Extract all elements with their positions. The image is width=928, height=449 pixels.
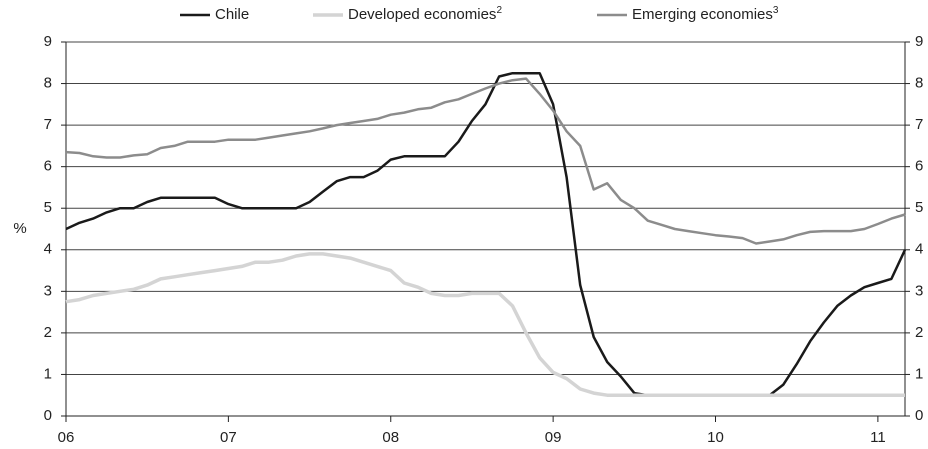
legend-footnote: 3 bbox=[773, 5, 779, 16]
y-tick-label: 8 bbox=[44, 75, 52, 92]
series-line bbox=[65, 252, 905, 397]
y-tick-label: 0 bbox=[44, 407, 52, 424]
y-tick-label: 6 bbox=[44, 158, 52, 175]
y-axis-label: % bbox=[13, 220, 26, 237]
y-tick-label: 4 bbox=[44, 241, 52, 258]
y2-tick-label: 0 bbox=[915, 407, 923, 424]
y-tick-label: 2 bbox=[44, 324, 52, 341]
legend-label: Chile bbox=[215, 6, 249, 23]
y2-tick-label: 5 bbox=[915, 199, 923, 216]
x-tick-label: 06 bbox=[58, 429, 75, 446]
y2-tick-label: 3 bbox=[915, 282, 923, 299]
legend-name: Emerging economies bbox=[632, 6, 773, 23]
y2-tick-label: 8 bbox=[915, 75, 923, 92]
y2-tick-label: 9 bbox=[915, 33, 923, 50]
x-tick-label: 11 bbox=[870, 429, 886, 446]
series-line bbox=[65, 71, 907, 397]
y2-tick-label: 4 bbox=[915, 241, 923, 258]
y-tick-label: 9 bbox=[44, 33, 52, 50]
y2-tick-label: 1 bbox=[915, 365, 923, 382]
y-tick-label: 3 bbox=[44, 282, 52, 299]
series-line bbox=[65, 77, 906, 245]
y-tick-label: 7 bbox=[44, 116, 52, 133]
x-tick-label: 08 bbox=[382, 429, 399, 446]
legend-name: Chile bbox=[215, 6, 249, 23]
legend-label: Developed economies2 bbox=[348, 5, 502, 23]
x-tick-label: 10 bbox=[707, 429, 724, 446]
legend-name: Developed economies bbox=[348, 6, 496, 23]
x-tick-label: 07 bbox=[220, 429, 237, 446]
y-tick-label: 5 bbox=[44, 199, 52, 216]
legend-footnote: 2 bbox=[496, 5, 502, 16]
y-tick-label: 1 bbox=[44, 365, 52, 382]
x-tick-label: 09 bbox=[545, 429, 562, 446]
y2-tick-label: 2 bbox=[915, 324, 923, 341]
legend-label: Emerging economies3 bbox=[632, 5, 779, 23]
y2-tick-label: 6 bbox=[915, 158, 923, 175]
y2-tick-label: 7 bbox=[915, 116, 923, 133]
